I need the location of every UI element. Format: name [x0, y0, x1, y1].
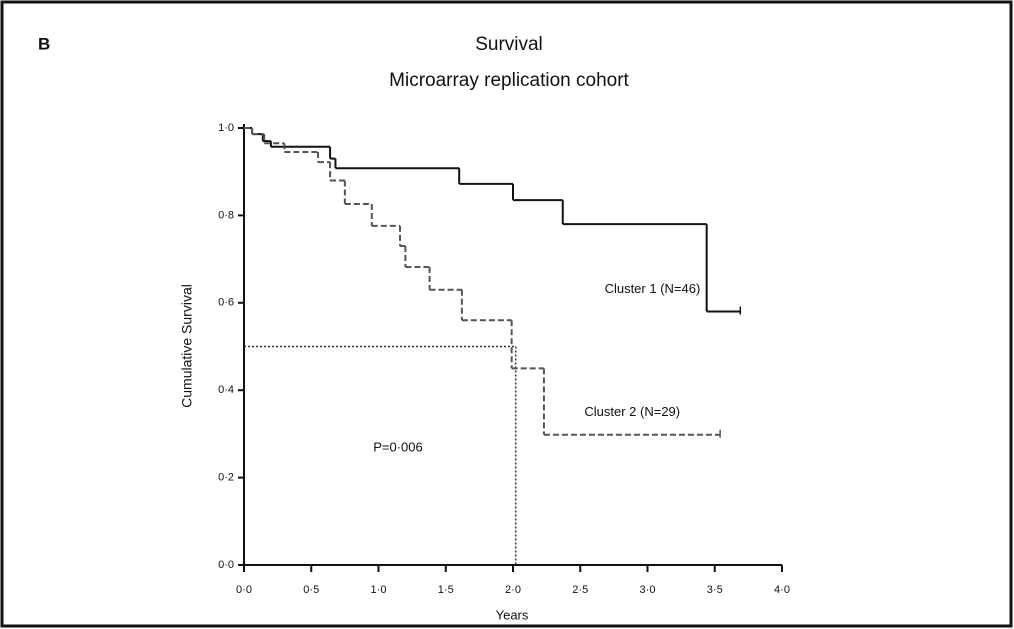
x-axis-label: Years	[496, 607, 529, 622]
chart-title: Survival	[475, 34, 543, 55]
x-tick-label: 3·0	[640, 584, 656, 596]
x-tick-label: 2·0	[505, 584, 521, 596]
y-tick-label: 1·0	[218, 122, 234, 134]
series-label: Cluster 2 (N=29)	[584, 404, 680, 419]
x-tick-label: 1·5	[438, 584, 454, 596]
y-axis-label: Cumulative Survival	[179, 284, 195, 408]
x-tick-label: 1·0	[371, 584, 387, 596]
y-tick-label: 0·8	[218, 209, 234, 221]
x-tick-label: 4·0	[774, 584, 790, 596]
chart-subtitle: Microarray replication cohort	[389, 70, 629, 91]
x-tick-label: 3·5	[707, 584, 723, 596]
y-tick-label: 0·2	[218, 472, 234, 484]
x-tick-label: 0·0	[236, 584, 252, 596]
x-tick-label: 2·5	[572, 584, 588, 596]
panel-label: B	[38, 34, 50, 53]
y-tick-label: 0·0	[218, 559, 234, 571]
series-label: Cluster 1 (N=46)	[605, 281, 701, 296]
p-value: P=0·006	[373, 439, 423, 454]
y-tick-label: 0·6	[218, 297, 234, 309]
x-tick-label: 0·5	[303, 584, 319, 596]
y-tick-label: 0·4	[218, 384, 234, 396]
